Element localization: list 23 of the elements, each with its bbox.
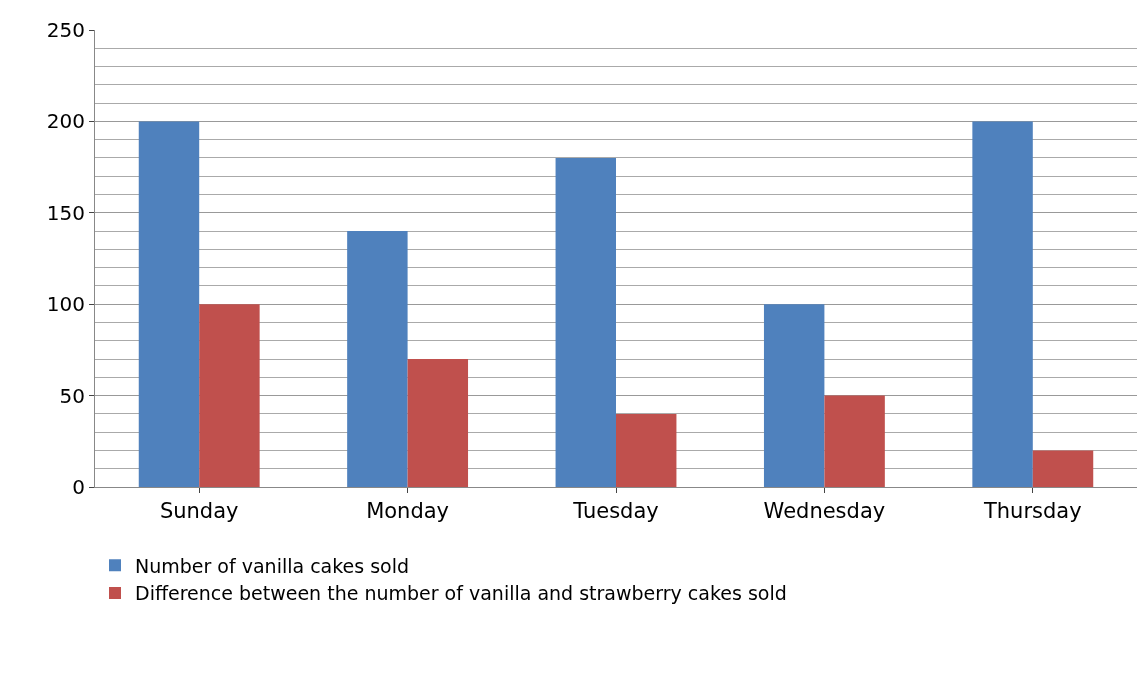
bar xyxy=(616,413,677,487)
y-tick-label: 50 xyxy=(59,383,85,408)
bar xyxy=(824,395,885,487)
x-tick-label: Tuesday xyxy=(572,499,659,524)
y-tick-label: 150 xyxy=(46,200,85,225)
x-tick-label: Wednesday xyxy=(763,499,886,524)
y-tick-label: 0 xyxy=(72,475,85,499)
bar xyxy=(138,121,200,487)
bar xyxy=(763,304,825,487)
y-tick-label: 250 xyxy=(46,18,85,42)
bar xyxy=(972,121,1033,487)
legend-label: Difference between the number of vanilla and strawberry cakes sold xyxy=(135,582,787,605)
bar xyxy=(347,231,408,487)
legend-label: Number of vanilla cakes sold xyxy=(135,554,410,577)
x-tick-label: Thursday xyxy=(982,499,1082,524)
x-tick-label: Sunday xyxy=(159,499,239,524)
bar xyxy=(1032,450,1094,487)
x-tick-label: Monday xyxy=(366,499,450,524)
bar xyxy=(555,157,616,487)
bar xyxy=(199,304,260,487)
y-tick-label: 100 xyxy=(46,292,85,317)
bar xyxy=(407,359,469,487)
y-tick-label: 200 xyxy=(46,109,85,134)
